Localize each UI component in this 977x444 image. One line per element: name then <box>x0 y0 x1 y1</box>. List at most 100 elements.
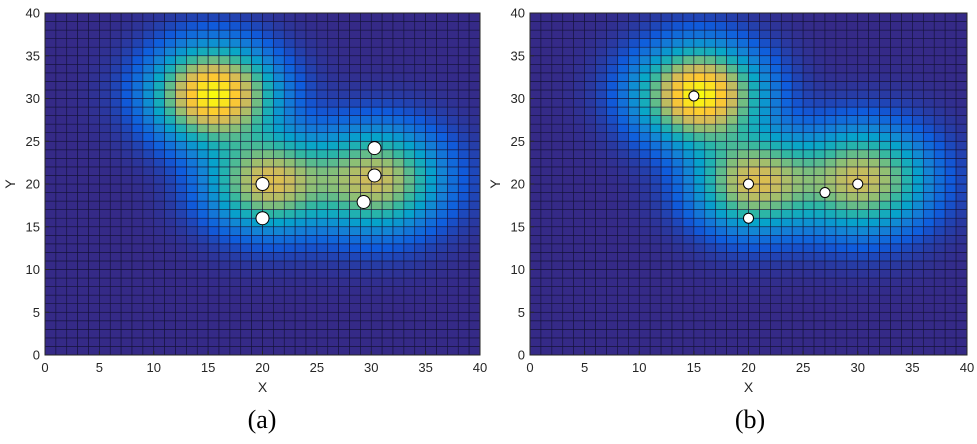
heatmap-cell <box>316 311 329 322</box>
heatmap-cell <box>660 243 673 253</box>
heatmap-cell <box>562 140 575 151</box>
heatmap-cell <box>748 329 760 339</box>
heatmap-cell <box>88 346 100 356</box>
heatmap-cell <box>240 346 252 356</box>
heatmap-cell <box>392 64 405 74</box>
heatmap-cell <box>955 29 968 39</box>
heatmap-cell <box>349 320 361 330</box>
heatmap-cell <box>606 89 618 99</box>
heatmap-cell <box>240 286 252 296</box>
heatmap-cell <box>294 303 307 313</box>
heatmap-cell <box>370 286 383 296</box>
heatmap-cell <box>316 252 329 262</box>
heatmap-cell <box>802 294 815 304</box>
heatmap-cell <box>759 64 771 74</box>
heatmap-cell <box>868 46 880 57</box>
heatmap-cell <box>529 149 542 159</box>
heatmap-cell <box>944 209 957 219</box>
heatmap-cell <box>529 89 542 99</box>
heatmap-cell <box>660 175 673 185</box>
heatmap-cell <box>628 277 640 287</box>
heatmap-cell <box>186 115 198 125</box>
heatmap-cell <box>262 72 274 82</box>
heatmap-cell <box>316 337 329 347</box>
heatmap-cell <box>251 89 263 99</box>
heatmap-cell <box>370 183 383 193</box>
heatmap-cell <box>649 72 662 82</box>
heatmap-cell <box>218 89 231 99</box>
heatmap-cell <box>360 235 372 245</box>
heatmap-cell <box>240 337 252 347</box>
heatmap-cell <box>780 294 793 304</box>
heatmap-cell <box>153 303 165 313</box>
heatmap-cell <box>944 269 957 279</box>
heatmap-cell <box>403 252 416 262</box>
heatmap-cell <box>403 260 416 270</box>
heatmap-cell <box>403 303 416 313</box>
heatmap-cell <box>693 140 706 151</box>
heatmap-cell <box>693 226 706 236</box>
heatmap-cell <box>912 226 924 236</box>
heatmap-cell <box>660 217 673 228</box>
heatmap-cell <box>813 252 826 262</box>
heatmap-cell <box>540 269 553 279</box>
heatmap-cell <box>403 277 416 287</box>
heatmap-cell <box>780 46 793 57</box>
heatmap-cell <box>868 346 880 356</box>
heatmap-cell <box>780 183 793 193</box>
heatmap-cell <box>868 294 880 304</box>
heatmap-cell <box>77 311 89 322</box>
heatmap-cell <box>436 320 448 330</box>
heatmap-cell <box>457 64 470 74</box>
heatmap-cell <box>944 277 957 287</box>
heatmap-cell <box>901 346 913 356</box>
heatmap-cell <box>617 217 629 228</box>
heatmap-cell <box>638 303 651 313</box>
heatmap-cell <box>273 29 285 39</box>
heatmap-cell <box>813 320 826 330</box>
heatmap-cell <box>704 311 717 322</box>
heatmap-cell <box>77 226 89 236</box>
heatmap-cell <box>131 140 144 151</box>
heatmap-cell <box>628 226 640 236</box>
heatmap-cell <box>912 294 924 304</box>
heatmap-cell <box>436 329 448 339</box>
heatmap-cell <box>316 123 329 134</box>
heatmap-cell <box>175 294 187 304</box>
heatmap-cell <box>392 235 405 245</box>
heatmap-cell <box>551 294 564 304</box>
heatmap-cell <box>595 226 607 236</box>
heatmap-cell <box>55 175 68 185</box>
heatmap-cell <box>693 12 706 22</box>
heatmap-cell <box>305 286 318 296</box>
heatmap-cell <box>835 235 848 245</box>
heatmap-cell <box>726 260 738 270</box>
heatmap-cell <box>901 21 913 31</box>
heatmap-cell <box>660 21 673 31</box>
heatmap-cell <box>99 200 111 210</box>
heatmap-cell <box>770 226 782 236</box>
heatmap-cell <box>824 46 837 57</box>
heatmap-cell <box>240 235 252 245</box>
heatmap-cell <box>262 21 274 31</box>
heatmap-cell <box>573 166 585 176</box>
heatmap-cell <box>153 294 165 304</box>
heatmap-cell <box>562 166 575 176</box>
heatmap-cell <box>660 89 673 99</box>
heatmap-cell <box>573 311 585 322</box>
heatmap-cell <box>606 140 618 151</box>
heatmap-cell <box>682 277 695 287</box>
heatmap-cell <box>824 149 837 159</box>
heatmap-cell <box>770 200 782 210</box>
heatmap-cell <box>748 200 760 210</box>
heatmap-cell <box>671 183 684 193</box>
heatmap-cell <box>693 132 706 142</box>
heatmap-cell <box>584 115 596 125</box>
heatmap-cell <box>131 337 144 347</box>
heatmap-cell <box>693 260 706 270</box>
heatmap-cell <box>770 209 782 219</box>
heatmap-cell <box>109 166 122 176</box>
heatmap-cell <box>99 12 111 22</box>
heatmap-cell <box>283 183 296 193</box>
heatmap-cell <box>283 346 296 356</box>
